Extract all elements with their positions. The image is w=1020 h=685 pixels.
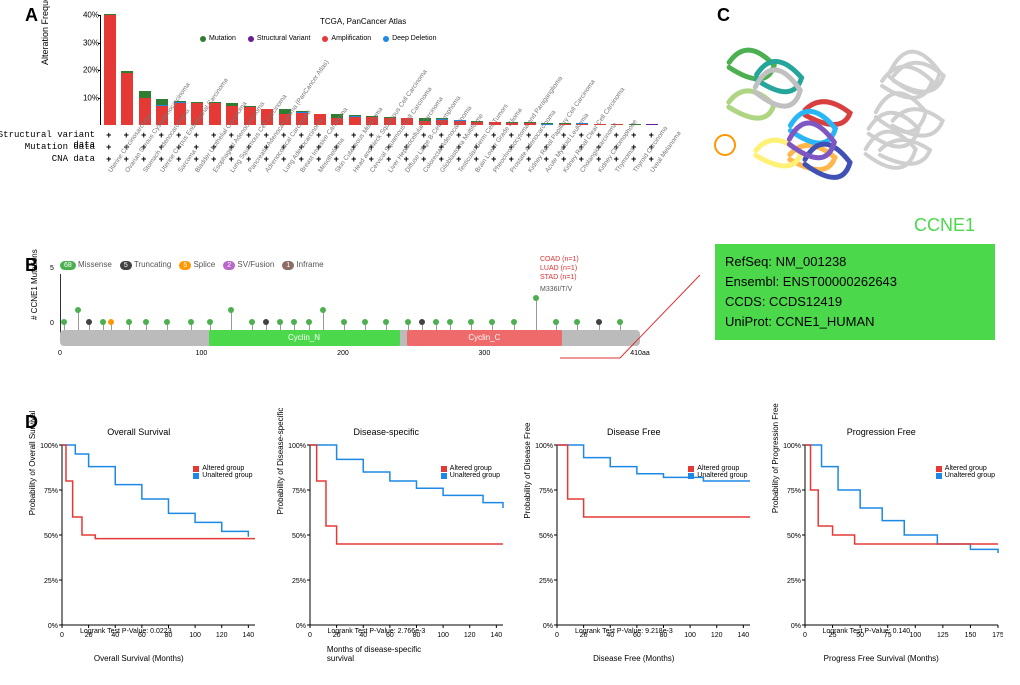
svg-text:175: 175 (992, 632, 1003, 639)
svg-text:0: 0 (60, 632, 64, 639)
svg-text:50%: 50% (539, 533, 553, 540)
mutation-lollipop (277, 319, 283, 325)
mutation-lollipop (228, 307, 234, 313)
km-plot: 0%25%50%75%100%0255075100125150175Progre… (763, 425, 1001, 665)
mutation-lollipop (489, 319, 495, 325)
mutation-lollipop (291, 319, 297, 325)
mutation-lollipop (188, 319, 194, 325)
mutation-lollipop (405, 319, 411, 325)
svg-text:50%: 50% (291, 533, 305, 540)
mutation-lollipop (533, 295, 539, 301)
svg-text:0%: 0% (790, 623, 800, 630)
mutation-lollipop (341, 319, 347, 325)
km-plot: 0%25%50%75%100%020406080100120140Overall… (20, 425, 258, 665)
cancer-type-labels: Uterine CarcinosarcomaOvarian Serous Cys… (100, 170, 660, 250)
mutation-lollipop (143, 319, 149, 325)
mutation-lollipop (306, 319, 312, 325)
uniprot-line: UniProt: CCNE1_HUMAN (725, 312, 985, 332)
svg-text:120: 120 (711, 632, 723, 639)
lollipop-ylabel: # CCNE1 Mutations (30, 249, 39, 320)
svg-text:25%: 25% (44, 578, 58, 585)
svg-text:100: 100 (189, 632, 201, 639)
mutation-lollipop (553, 319, 559, 325)
svg-text:0: 0 (308, 632, 312, 639)
svg-text:100: 100 (909, 632, 921, 639)
mutation-lollipop (207, 319, 213, 325)
mutation-lollipop (511, 319, 517, 325)
refseq-line: RefSeq: NM_001238 (725, 252, 985, 272)
mutation-callout: COAD (n=1) LUAD (n=1) STAD (n=1) M336I/T… (540, 255, 579, 294)
panel-b: 68 Missense5 Truncating5 Splice2 SV/Fusi… (20, 260, 660, 390)
svg-text:25%: 25% (539, 578, 553, 585)
svg-text:75%: 75% (44, 488, 58, 495)
mutation-lollipop (447, 319, 453, 325)
svg-text:100: 100 (437, 632, 449, 639)
mutation-lollipop (126, 319, 132, 325)
svg-text:120: 120 (463, 632, 475, 639)
svg-text:100%: 100% (783, 443, 801, 450)
mutation-lollipop (263, 319, 269, 325)
svg-text:75%: 75% (539, 488, 553, 495)
protein-domain: Cyclin_N (209, 330, 400, 346)
mutation-lollipop (617, 319, 623, 325)
svg-text:140: 140 (490, 632, 502, 639)
mutation-lollipop (383, 319, 389, 325)
mutation-lollipop (164, 319, 170, 325)
svg-text:75%: 75% (291, 488, 305, 495)
ensembl-line: Ensembl: ENST00000262643 (725, 272, 985, 292)
svg-text:140: 140 (243, 632, 255, 639)
panel-d: 0%25%50%75%100%020406080100120140Overall… (20, 425, 1000, 675)
svg-text:120: 120 (216, 632, 228, 639)
panel-a-ylabel: Alteration Frequency (40, 0, 50, 65)
svg-text:100%: 100% (288, 443, 306, 450)
svg-text:140: 140 (738, 632, 750, 639)
mutation-lollipop (433, 319, 439, 325)
svg-text:100%: 100% (535, 443, 553, 450)
mutation-lollipop (419, 319, 425, 325)
mutation-lollipop (362, 319, 368, 325)
svg-text:0%: 0% (543, 623, 553, 630)
svg-text:50%: 50% (44, 533, 58, 540)
panel-a-label: A (25, 5, 38, 26)
protein-domain: Cyclin_C (407, 330, 563, 346)
svg-text:100%: 100% (40, 443, 58, 450)
svg-text:0%: 0% (295, 623, 305, 630)
mutation-lollipop (108, 319, 114, 325)
ccds-line: CCDS: CCDS12419 (725, 292, 985, 312)
svg-text:0%: 0% (48, 623, 58, 630)
lollipop-yticks: 50 (50, 265, 54, 327)
mutation-lollipop (596, 319, 602, 325)
protein-structure (705, 10, 995, 210)
mutation-lollipop (320, 307, 326, 313)
mutation-lollipop (249, 319, 255, 325)
mutation-lollipop (100, 319, 106, 325)
svg-text:75%: 75% (786, 488, 800, 495)
mutation-lollipop (61, 319, 67, 325)
mutation-lollipop (468, 319, 474, 325)
mutation-lollipop (86, 319, 92, 325)
km-plot: 0%25%50%75%100%020406080100120140Disease… (515, 425, 753, 665)
panel-c: CCNE1 RefSeq: NM_001238 Ensembl: ENST000… (705, 10, 1005, 300)
km-plot: 0%25%50%75%100%020406080100120140Disease… (268, 425, 506, 665)
gene-info-box: RefSeq: NM_001238 Ensembl: ENST000002626… (715, 244, 995, 340)
panel-a: Alteration Frequency TCGA, PanCancer Atl… (40, 5, 660, 235)
mutation-lollipop (75, 307, 81, 313)
svg-text:100: 100 (684, 632, 696, 639)
svg-text:50%: 50% (786, 533, 800, 540)
svg-text:150: 150 (964, 632, 976, 639)
mutation-lollipop (574, 319, 580, 325)
svg-text:0: 0 (555, 632, 559, 639)
domain-track: Cyclin_N Cyclin_C (60, 330, 640, 346)
svg-text:25%: 25% (291, 578, 305, 585)
svg-text:0: 0 (803, 632, 807, 639)
gene-name-label: CCNE1 (705, 215, 1005, 236)
svg-text:125: 125 (937, 632, 949, 639)
svg-text:25%: 25% (786, 578, 800, 585)
